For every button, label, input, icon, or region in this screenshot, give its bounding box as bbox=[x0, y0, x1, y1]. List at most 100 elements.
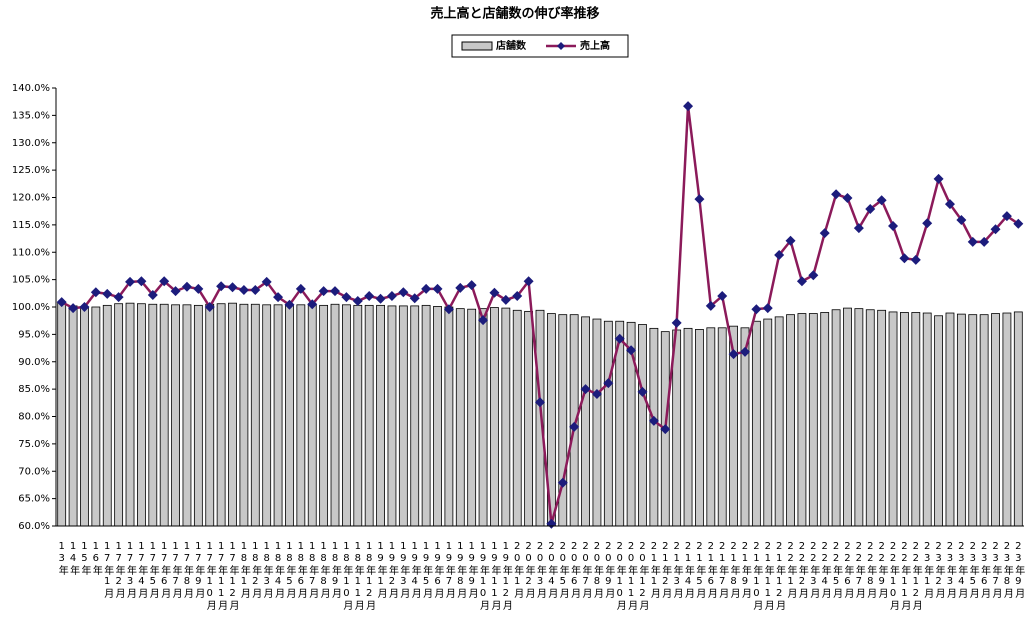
bar bbox=[182, 304, 192, 527]
marker bbox=[443, 304, 454, 315]
x-tick-label: 18年2月 bbox=[250, 541, 262, 599]
x-tick-label: 23年8月 bbox=[1001, 541, 1013, 599]
bar bbox=[205, 303, 215, 527]
x-tick-label: 20年5月 bbox=[557, 541, 569, 599]
marker bbox=[398, 287, 409, 298]
chart-title: 売上高と店舗数の伸び率推移 bbox=[430, 6, 599, 22]
marker bbox=[102, 288, 113, 299]
legend-label: 売上高 bbox=[580, 39, 610, 52]
bar bbox=[524, 310, 534, 527]
bar bbox=[581, 316, 590, 527]
bar bbox=[968, 314, 978, 527]
bar bbox=[501, 307, 511, 527]
bar bbox=[512, 309, 522, 527]
bar bbox=[319, 304, 329, 527]
marker bbox=[90, 287, 101, 298]
x-tick-label: 21年10月 bbox=[751, 541, 763, 611]
x-tick-label: 17年12月 bbox=[227, 541, 239, 611]
bar bbox=[467, 308, 477, 527]
marker bbox=[79, 302, 90, 312]
bar bbox=[376, 304, 385, 527]
bar bbox=[296, 304, 306, 527]
bar bbox=[945, 312, 955, 527]
x-tick-label: 19年2月 bbox=[386, 541, 398, 599]
marker bbox=[717, 291, 728, 302]
bar bbox=[603, 320, 613, 527]
bar bbox=[398, 305, 408, 527]
y-tick-label: 75.0% bbox=[18, 439, 50, 450]
bar bbox=[535, 309, 545, 527]
marker bbox=[68, 303, 79, 314]
marker bbox=[227, 282, 238, 293]
marker bbox=[569, 421, 580, 432]
x-tick-label: 21年11月 bbox=[762, 541, 774, 611]
marker bbox=[216, 281, 227, 292]
marker bbox=[603, 378, 614, 389]
marker bbox=[1001, 211, 1012, 222]
bar bbox=[91, 306, 101, 527]
bar bbox=[683, 327, 693, 527]
marker bbox=[990, 224, 1001, 235]
bar bbox=[797, 313, 807, 527]
x-tick-label: 18年6月 bbox=[295, 541, 307, 599]
marker bbox=[683, 101, 694, 112]
x-tick-label: 17年7月 bbox=[170, 541, 182, 599]
bar bbox=[353, 304, 363, 527]
bar bbox=[934, 315, 943, 527]
marker bbox=[238, 285, 249, 296]
x-tick-label: 18年1月 bbox=[238, 541, 250, 599]
bar bbox=[774, 316, 784, 527]
x-tick-label: 22年4月 bbox=[819, 541, 831, 599]
marker bbox=[694, 194, 705, 205]
x-tick-label: 18年8月 bbox=[318, 541, 330, 599]
marker bbox=[967, 236, 978, 247]
marker bbox=[819, 228, 830, 239]
x-tick-label: 21年5月 bbox=[694, 541, 706, 599]
marker bbox=[865, 203, 876, 214]
marker bbox=[330, 286, 341, 297]
bar bbox=[649, 327, 659, 527]
x-tick-label: 23年5月 bbox=[967, 541, 979, 599]
x-tick-label: 19年3月 bbox=[398, 541, 410, 599]
bar bbox=[137, 303, 146, 527]
bar bbox=[228, 302, 237, 527]
marker bbox=[273, 292, 284, 303]
marker bbox=[979, 236, 990, 247]
bar bbox=[763, 318, 773, 527]
x-tick-label: 20年12月 bbox=[637, 541, 649, 611]
marker bbox=[796, 276, 807, 287]
marker bbox=[421, 283, 432, 294]
x-tick-label: 20年4月 bbox=[546, 541, 558, 599]
marker bbox=[284, 299, 295, 310]
marker bbox=[307, 299, 318, 310]
bar bbox=[706, 327, 716, 527]
bar bbox=[877, 309, 887, 527]
marker bbox=[637, 386, 648, 397]
x-tick-label: 23年1月 bbox=[922, 541, 934, 599]
bar bbox=[262, 304, 272, 527]
bar bbox=[341, 304, 351, 527]
marker bbox=[705, 300, 716, 311]
x-tick-label: 18年3月 bbox=[261, 541, 273, 599]
x-tick-label: 18年9月 bbox=[330, 541, 342, 599]
bar bbox=[273, 304, 283, 527]
marker bbox=[375, 293, 386, 304]
marker bbox=[899, 253, 910, 264]
x-tick-label: 18年4月 bbox=[273, 541, 285, 599]
x-tick-label: 20年6月 bbox=[569, 541, 581, 599]
marker bbox=[557, 477, 568, 488]
marker bbox=[910, 254, 921, 265]
bar bbox=[865, 309, 875, 527]
bar bbox=[717, 327, 727, 527]
marker bbox=[762, 303, 773, 314]
x-tick-label: 22年2月 bbox=[796, 541, 808, 599]
y-tick-label: 125.0% bbox=[12, 165, 50, 176]
bar bbox=[911, 312, 921, 527]
bar bbox=[250, 303, 260, 527]
marker bbox=[956, 214, 967, 225]
x-tick-label: 17年5月 bbox=[147, 541, 159, 599]
y-tick-label: 65.0% bbox=[18, 494, 50, 505]
marker bbox=[853, 223, 864, 234]
marker bbox=[580, 384, 591, 395]
x-tick-label: 23年7月 bbox=[990, 541, 1002, 599]
